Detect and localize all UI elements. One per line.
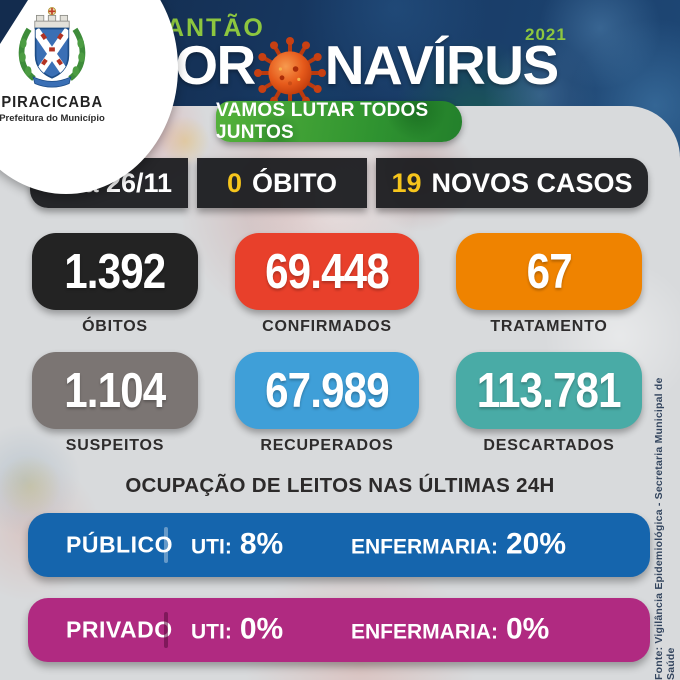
title-post: NAVÍRUS — [324, 34, 559, 96]
new-cases-box: 19 NOVOS CASOS — [376, 158, 648, 208]
stat-card-tratamento: 67 TRATAMENTO — [456, 233, 642, 336]
bar-name: PRIVADO — [66, 616, 173, 643]
bar-divider — [164, 612, 168, 648]
occupancy-bar-privado: PRIVADO UTI: 0% ENFERMARIA: 0% — [28, 598, 650, 662]
new-cases-count: 19 — [391, 167, 422, 198]
stat-pill: 113.781 — [456, 352, 642, 429]
corner-notch — [0, 0, 28, 44]
source-note: Fonte: Vigilância Epidemiológica - Secre… — [653, 377, 677, 680]
stats-row-2: 1.104 SUSPEITOS 67.989 RECUPERADOS 113.7… — [32, 352, 642, 455]
stat-label: RECUPERADOS — [260, 437, 394, 454]
uti-label: UTI: — [191, 620, 232, 644]
stat-pill: 67.989 — [235, 352, 419, 429]
enfermaria-value: 0% — [506, 612, 550, 646]
stat-value: 1.392 — [64, 244, 166, 299]
uti-group: UTI: 8% — [191, 527, 283, 561]
stat-label: CONFIRMADOS — [262, 318, 392, 335]
stat-card-suspeitos: 1.104 SUSPEITOS — [32, 352, 198, 455]
occupancy-title: OCUPAÇÃO DE LEITOS NAS ÚLTIMAS 24H — [125, 474, 555, 497]
logo-city-name: PIRACICABA — [1, 94, 103, 111]
stat-card-descartados: 113.781 DESCARTADOS — [456, 352, 642, 455]
stat-label: SUSPEITOS — [65, 437, 165, 454]
new-cases-label: NOVOS CASOS — [431, 167, 633, 198]
stat-label: DESCARTADOS — [483, 437, 615, 454]
stat-label: TRATAMENTO — [490, 318, 608, 335]
stat-value: 67 — [526, 244, 572, 299]
stat-pill: 1.104 — [32, 352, 198, 429]
uti-group: UTI: 0% — [191, 612, 283, 646]
stat-card-obitos: 1.392 ÓBITOS — [32, 233, 198, 336]
uti-label: UTI: — [191, 535, 232, 559]
header-year: 2021 — [525, 25, 567, 44]
occupancy-bar-publico: PÚBLICO UTI: 8% ENFERMARIA: 20% — [28, 513, 650, 577]
stat-value: 1.104 — [64, 363, 166, 418]
stat-value: 113.781 — [477, 363, 622, 418]
deaths-count: 0 — [226, 167, 242, 198]
stat-value: 67.989 — [265, 363, 390, 418]
stats-row-1: 1.392 ÓBITOS 69.448 CONFIRMADOS 67 TRATA… — [32, 233, 642, 336]
bar-divider — [164, 527, 168, 563]
stat-pill: 67 — [456, 233, 642, 310]
stat-card-recuperados: 67.989 RECUPERADOS — [235, 352, 419, 455]
deaths-box: 0 ÓBITO — [197, 158, 367, 208]
enfermaria-value: 20% — [506, 527, 567, 561]
deaths-label: ÓBITO — [252, 167, 338, 198]
slogan-banner: VAMOS LUTAR TODOS JUNTOS — [216, 99, 462, 143]
stat-label: ÓBITOS — [82, 318, 148, 335]
stat-pill: 69.448 — [235, 233, 419, 310]
enfermaria-label: ENFERMARIA: — [351, 620, 498, 644]
bar-name: PÚBLICO — [66, 531, 173, 558]
slogan-text: VAMOS LUTAR TODOS JUNTOS — [216, 99, 429, 143]
stat-card-confirmados: 69.448 CONFIRMADOS — [235, 233, 419, 336]
uti-value: 8% — [239, 527, 284, 561]
uti-value: 0% — [239, 612, 284, 646]
logo-subtitle: Prefeitura do Município — [0, 113, 105, 124]
enfermaria-label: ENFERMARIA: — [351, 535, 498, 559]
enfermaria-group: ENFERMARIA: 20% — [351, 527, 566, 561]
stat-pill: 1.392 — [32, 233, 198, 310]
stat-value: 69.448 — [265, 244, 390, 299]
enfermaria-group: ENFERMARIA: 0% — [351, 612, 549, 646]
